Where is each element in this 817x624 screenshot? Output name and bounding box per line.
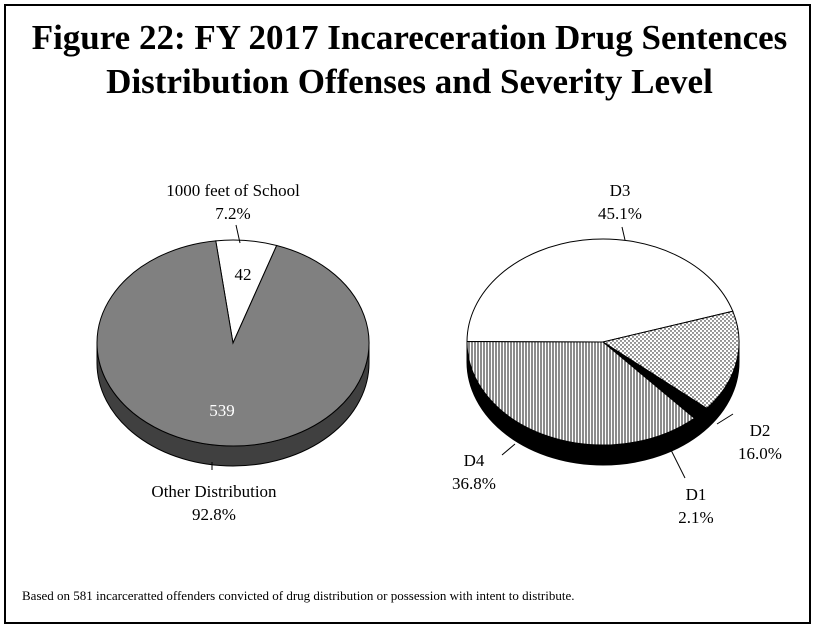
severity-level-pie: D3 45.1% D2 16.0% D1 2.1% D4 36.8% xyxy=(452,181,782,527)
count-other-distribution: 539 xyxy=(209,401,235,420)
percent-other-distribution: 92.8% xyxy=(192,505,236,524)
slice-d3 xyxy=(466,238,734,343)
footnote: Based on 581 incarceratted offenders con… xyxy=(22,588,575,603)
label-d2: D2 xyxy=(750,421,771,440)
slice-d2 xyxy=(601,310,740,410)
leader-d3 xyxy=(621,226,626,241)
percent-d4: 36.8% xyxy=(452,474,496,493)
chart-title: Figure 22: FY 2017 Incareceration Drug S… xyxy=(6,16,813,104)
slice-d4 xyxy=(466,341,696,446)
label-d3: D3 xyxy=(610,181,631,200)
percent-1000-feet-of-school: 7.2% xyxy=(215,204,250,223)
slice-other-distribution xyxy=(96,240,370,447)
leader-d1 xyxy=(669,447,686,479)
label-1000-feet-of-school: 1000 feet of School xyxy=(166,181,300,200)
label-d4: D4 xyxy=(464,451,485,470)
leader-1000-feet-of-school xyxy=(235,224,241,244)
count-1000-feet-of-school: 42 xyxy=(235,265,252,284)
pie-charts: 1000 feet of School 7.2% 42 539 Other Di… xyxy=(96,181,782,527)
percent-d2: 16.0% xyxy=(738,444,782,463)
label-d1: D1 xyxy=(686,485,707,504)
leader-d2 xyxy=(716,413,734,425)
percent-d3: 45.1% xyxy=(598,204,642,223)
title-line-2: Distribution Offenses and Severity Level xyxy=(106,62,713,101)
title-line-1: Figure 22: FY 2017 Incareceration Drug S… xyxy=(31,18,788,57)
school-distribution-pie: 1000 feet of School 7.2% 42 539 Other Di… xyxy=(96,181,370,524)
leader-d4 xyxy=(501,443,516,456)
label-other-distribution: Other Distribution xyxy=(151,482,277,501)
percent-d1: 2.1% xyxy=(678,508,713,527)
